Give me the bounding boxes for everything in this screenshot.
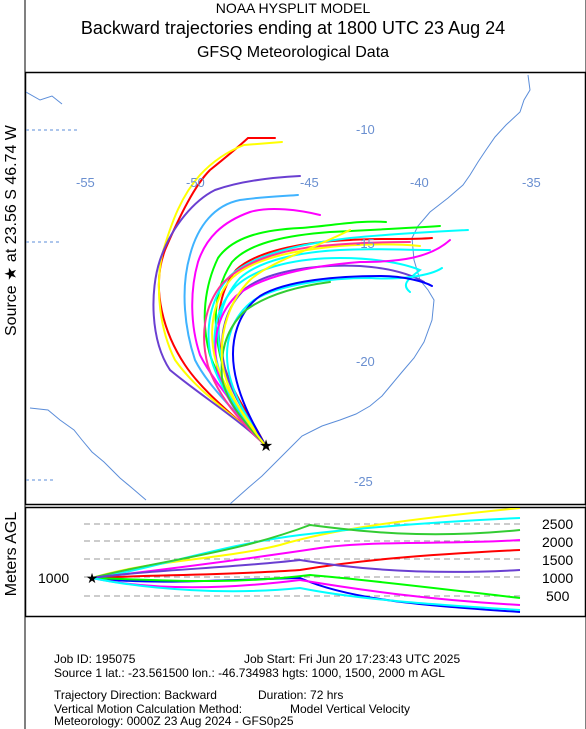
height-trace bbox=[91, 577, 521, 606]
height-trace bbox=[91, 549, 521, 579]
height-trace bbox=[91, 539, 521, 579]
lon-label: -45 bbox=[300, 175, 319, 190]
start-height-label: 1000 bbox=[38, 570, 70, 586]
lon-label: -55 bbox=[76, 175, 95, 190]
trajectory-line bbox=[157, 141, 283, 446]
trajectory-line bbox=[152, 175, 301, 446]
trajectories bbox=[152, 137, 469, 446]
height-source-star-icon: ★ bbox=[86, 571, 99, 587]
height-label: 1500 bbox=[542, 552, 574, 568]
height-label: 2000 bbox=[542, 534, 574, 550]
met-data-title: GFSQ Meteorological Data bbox=[196, 44, 390, 61]
height-trace bbox=[91, 577, 521, 611]
lat-label: -20 bbox=[356, 354, 375, 369]
trajectory-line bbox=[211, 243, 421, 446]
height-label: 500 bbox=[546, 588, 570, 604]
meteorology: Meteorology: 0000Z 23 Aug 2024 - GFS0p25 bbox=[54, 714, 294, 728]
height-trace bbox=[91, 523, 521, 579]
lon-label: -40 bbox=[410, 175, 429, 190]
vertical-method-value: Model Vertical Velocity bbox=[290, 702, 411, 716]
map-panel-frame bbox=[24, 71, 586, 506]
trajectory-line bbox=[220, 229, 351, 446]
lat-gridlines bbox=[26, 129, 80, 481]
meters-agl-label: Meters AGL bbox=[3, 511, 20, 597]
trajectory-line bbox=[226, 267, 443, 446]
trajectory-line bbox=[203, 241, 411, 446]
lat-label: -25 bbox=[354, 474, 373, 489]
height-trace bbox=[91, 558, 521, 579]
lon-label: -50 bbox=[186, 175, 205, 190]
duration: Duration: 72 hrs bbox=[258, 688, 344, 702]
height-trace bbox=[91, 576, 521, 613]
height-gridlines bbox=[84, 523, 520, 597]
source-location-label: Source ★ at 23.56 S 46.74 W bbox=[3, 125, 20, 336]
lat-label: -10 bbox=[356, 122, 375, 137]
trajectory-line bbox=[191, 208, 321, 446]
source-star-icon: ★ bbox=[259, 436, 273, 455]
height-trace bbox=[91, 517, 521, 579]
plot-title: Backward trajectories ending at 1800 UTC… bbox=[80, 18, 506, 38]
trajectory-line bbox=[232, 274, 433, 446]
trajectory-direction: Trajectory Direction: Backward bbox=[54, 688, 217, 702]
map-area: ★ bbox=[26, 74, 531, 504]
height-label: 2500 bbox=[542, 516, 574, 532]
height-traces bbox=[91, 508, 521, 613]
model-title: NOAA HYSPLIT MODEL bbox=[215, 0, 371, 16]
trajectory-line bbox=[221, 264, 425, 446]
trajectory-line bbox=[220, 281, 331, 446]
job-id: Job ID: 195075 bbox=[54, 652, 136, 666]
vertical-method: Vertical Motion Calculation Method: bbox=[54, 702, 243, 716]
job-start: Job Start: Fri Jun 20 17:23:43 UTC 2025 bbox=[244, 652, 461, 666]
lat-label: -15 bbox=[356, 236, 375, 251]
source-details: Source 1 lat.: -23.561500 lon.: -46.7349… bbox=[54, 666, 445, 680]
height-trace bbox=[91, 573, 521, 599]
trajectory-line bbox=[183, 194, 299, 446]
trajectory-line bbox=[217, 237, 433, 446]
lon-label: -35 bbox=[522, 175, 541, 190]
height-label: 1000 bbox=[542, 570, 574, 586]
height-panel: ★ bbox=[84, 508, 521, 613]
coastline bbox=[26, 74, 531, 504]
